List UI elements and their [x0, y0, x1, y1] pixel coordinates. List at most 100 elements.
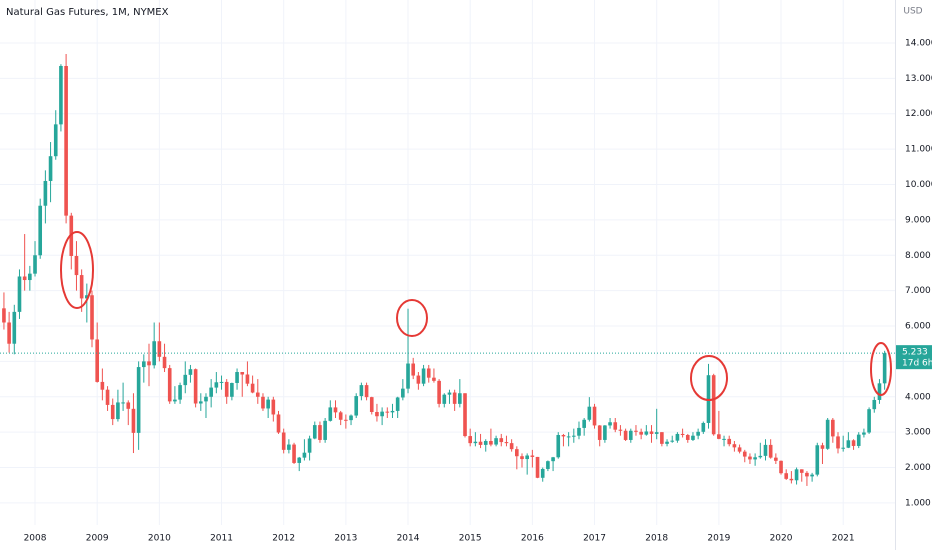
candle-body	[509, 443, 514, 450]
candle-body	[442, 394, 447, 404]
x-tick-label: 2013	[334, 534, 357, 544]
countdown-label: 17d 6h	[902, 359, 932, 369]
candle-body	[742, 451, 747, 457]
candle-body	[768, 444, 773, 458]
candle-body	[307, 438, 312, 453]
candle-body	[685, 434, 690, 440]
candle-body	[494, 438, 498, 445]
candle-body	[209, 387, 213, 397]
candle-body	[551, 457, 555, 462]
candle-body	[281, 432, 286, 450]
highlight-circle	[690, 355, 728, 401]
candle-body	[426, 368, 431, 378]
candle-body	[385, 411, 390, 413]
y-tick-label: 7.000	[905, 286, 931, 296]
annotations	[60, 231, 892, 401]
candle-body	[763, 444, 768, 456]
candle-body	[582, 419, 586, 428]
candle-body	[230, 382, 234, 397]
y-tick-label: 2.000	[905, 463, 931, 473]
candle-body	[183, 374, 188, 386]
candle-body	[577, 427, 581, 436]
y-tick-label: 9.000	[905, 215, 931, 225]
candle-body	[670, 440, 675, 442]
candle-body	[198, 401, 203, 404]
candle-body	[297, 457, 302, 463]
candle-body	[654, 432, 659, 434]
candle-body	[261, 396, 265, 409]
candle-body	[131, 408, 136, 433]
candle-body	[328, 407, 333, 421]
candle-body	[95, 339, 100, 382]
x-tick-label: 2017	[583, 534, 606, 544]
candle-body	[178, 385, 182, 400]
x-tick-label: 2008	[24, 534, 47, 544]
candle-body	[815, 445, 820, 475]
candle-body	[276, 414, 281, 433]
candle-body	[468, 436, 473, 444]
candles	[0, 53, 895, 486]
candle-body	[644, 431, 649, 435]
y-tick-label: 6.000	[905, 322, 931, 332]
y-tick-label: 14.000	[905, 38, 932, 48]
candle-body	[43, 180, 48, 206]
candle-body	[608, 422, 612, 426]
candle-body	[136, 367, 141, 433]
candle-body	[17, 276, 22, 312]
axes: 1.0002.0003.0004.0005.0006.0007.0008.000…	[24, 38, 932, 544]
candle-body	[540, 468, 545, 478]
candle-body	[193, 369, 198, 404]
y-tick-label: 12.000	[905, 109, 932, 119]
candle-body	[401, 388, 405, 398]
candle-body	[395, 397, 400, 411]
candle-body	[250, 383, 255, 393]
candle-body	[85, 295, 89, 299]
candle-body	[525, 455, 529, 460]
candle-body	[561, 434, 566, 437]
candle-body	[188, 369, 193, 375]
candle-body	[364, 385, 369, 398]
candle-body	[235, 372, 239, 383]
candle-body	[245, 374, 250, 384]
candle-body	[820, 445, 825, 449]
y-tick-label: 10.000	[905, 180, 932, 190]
candle-body	[546, 461, 550, 469]
candle-body	[375, 411, 379, 417]
candle-body	[473, 441, 478, 444]
candle-body	[867, 409, 871, 433]
candle-body	[680, 433, 685, 435]
candle-body	[100, 381, 105, 390]
candle-body	[162, 356, 167, 369]
candle-body	[22, 276, 27, 281]
candle-body	[639, 431, 643, 435]
candle-body	[737, 447, 742, 452]
y-tick-label: 4.000	[905, 392, 931, 402]
grid	[0, 0, 895, 525]
candle-body	[380, 411, 384, 417]
candle-body	[758, 455, 763, 458]
y-tick-label: 1.000	[905, 498, 931, 508]
last-price-label: 5.233	[902, 348, 928, 358]
candle-body	[359, 385, 364, 397]
candle-body	[504, 442, 509, 444]
x-tick-label: 2018	[645, 534, 668, 544]
candle-body	[805, 472, 809, 477]
candle-body	[2, 308, 6, 323]
y-tick-label: 8.000	[905, 251, 931, 261]
candle-body	[219, 381, 224, 383]
candle-body	[592, 406, 597, 426]
candle-body	[810, 474, 814, 477]
candle-body	[841, 447, 846, 449]
candle-body	[318, 425, 322, 440]
candle-body	[799, 469, 804, 473]
candle-body	[779, 460, 783, 474]
candle-body	[628, 430, 633, 440]
candle-body	[789, 478, 794, 481]
candle-body	[48, 156, 53, 181]
candle-body	[142, 361, 146, 368]
candle-body	[390, 410, 395, 413]
candle-body	[437, 380, 441, 404]
candle-body	[152, 341, 156, 366]
candle-body	[571, 435, 576, 437]
x-tick-label: 2021	[832, 534, 855, 544]
